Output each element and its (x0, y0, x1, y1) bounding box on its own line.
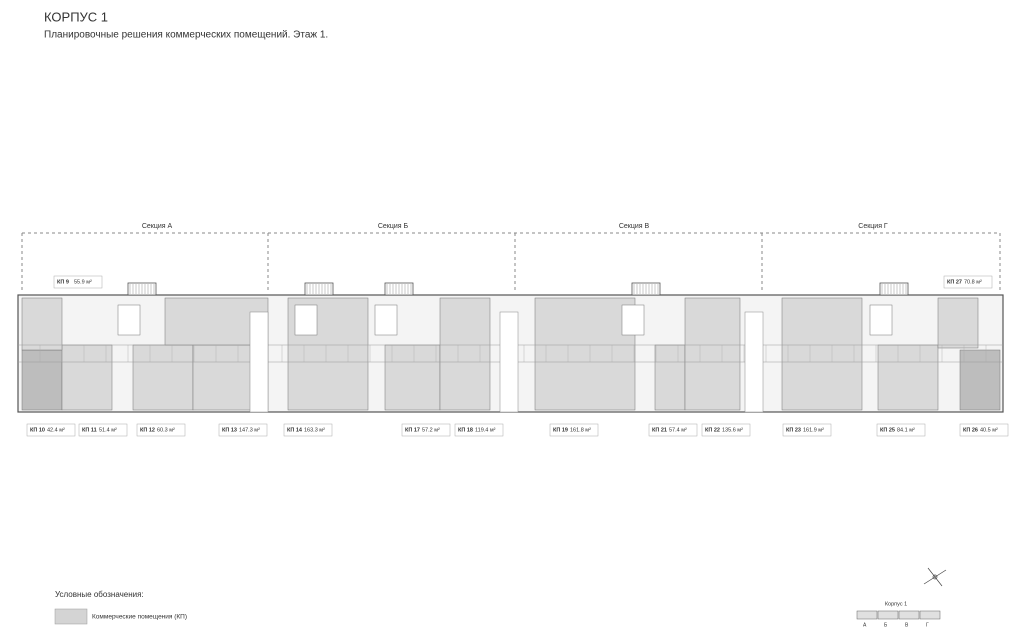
key-plan-label: А (863, 622, 867, 628)
unit-name: КП 26 (963, 427, 978, 433)
section-label: Секция В (619, 223, 650, 230)
unit-label-box (218, 423, 268, 437)
commercial-unit (61, 344, 113, 411)
commercial-unit (654, 344, 686, 411)
unit-area: 161.9 м² (803, 427, 824, 433)
section-label: Секция Б (378, 223, 409, 230)
unit-name: КП 13 (222, 427, 237, 433)
elevator (869, 304, 893, 336)
legend-item: Коммерческие помещения (КП) (92, 614, 187, 621)
key-plan-section (919, 610, 941, 620)
elevator (621, 304, 645, 336)
unit-name: КП 25 (880, 427, 895, 433)
building (17, 282, 1004, 413)
unit-label-box (876, 423, 926, 437)
commercial-unit (781, 297, 863, 411)
elevator (117, 304, 141, 336)
commercial-unit (439, 297, 491, 411)
unit-label-box (53, 275, 103, 289)
unit-area: 55.9 м² (74, 279, 92, 285)
title: КОРПУС 1 (44, 9, 108, 24)
unit-name: КП 27 (947, 279, 962, 285)
unit-area: 60.3 м² (157, 427, 175, 433)
unit-area: 51.4 м² (99, 427, 117, 433)
unit-name: КП 22 (705, 427, 720, 433)
unit-name: КП 12 (140, 427, 155, 433)
unit-area: 135.6 м² (722, 427, 743, 433)
commercial-unit (684, 297, 741, 411)
unit-area: 57.2 м² (422, 427, 440, 433)
unit-label-box (648, 423, 698, 437)
unit-name: КП 23 (786, 427, 801, 433)
unit-label-box (782, 423, 832, 437)
key-plan-label: В (905, 622, 909, 628)
unit-label-box (549, 423, 599, 437)
unit-name: КП 14 (287, 427, 303, 433)
commercial-unit (384, 344, 441, 411)
section-guides (21, 232, 1001, 290)
commercial-unit (534, 297, 636, 411)
unit-label-box (136, 423, 186, 437)
unit-area: 119.4 м² (475, 427, 496, 433)
key-plan-section (877, 610, 899, 620)
subtitle: Планировочные решения коммерческих помещ… (44, 30, 328, 41)
key-plan-label: Г (926, 622, 929, 628)
unit-name: КП 19 (553, 427, 568, 433)
commercial-unit (937, 297, 979, 349)
key-plan-label: Б (884, 622, 888, 628)
unit-area: 147.3 м² (239, 427, 260, 433)
unit-label-box (454, 423, 504, 437)
legend-title: Условные обозначения: (55, 590, 144, 599)
unit-name: КП 11 (82, 427, 97, 433)
unit-label-box (26, 423, 76, 437)
unit-area: 70.8 м² (964, 279, 982, 285)
legend-swatch (54, 608, 88, 625)
unit-area: 163.3 м² (304, 427, 325, 433)
unit-area: 42.4 м² (47, 427, 65, 433)
key-plan-section (856, 610, 878, 620)
unit-area: 57.4 м² (669, 427, 687, 433)
unit-label-box (283, 423, 333, 437)
entrance (499, 311, 519, 413)
section-label: Секция Г (858, 223, 888, 230)
unit-area: 40.5 м² (980, 427, 998, 433)
compass (923, 567, 947, 587)
unit-label-box (943, 275, 993, 289)
key-plan-title: Корпус 1 (885, 601, 907, 607)
unit-area: 161.8 м² (570, 427, 591, 433)
section-label: Секция А (142, 223, 173, 230)
entrance (744, 311, 764, 413)
commercial-unit (21, 297, 63, 351)
commercial-unit (877, 344, 939, 411)
unit-area: 84.1 м² (897, 427, 915, 433)
commercial-unit (132, 344, 194, 411)
unit-label-box (959, 423, 1009, 437)
entrance (249, 311, 269, 413)
commercial-unit (959, 349, 1001, 411)
unit-label-box (78, 423, 128, 437)
unit-name: КП 17 (405, 427, 420, 433)
elevator (294, 304, 318, 336)
unit-name: КП 10 (30, 427, 45, 433)
commercial-unit (21, 349, 63, 411)
unit-label-box (701, 423, 751, 437)
unit-name: КП 18 (458, 427, 473, 433)
unit-name: КП 9 (57, 279, 69, 285)
unit-name: КП 21 (652, 427, 667, 433)
key-plan-section (898, 610, 920, 620)
unit-label-box (401, 423, 451, 437)
elevator (374, 304, 398, 336)
